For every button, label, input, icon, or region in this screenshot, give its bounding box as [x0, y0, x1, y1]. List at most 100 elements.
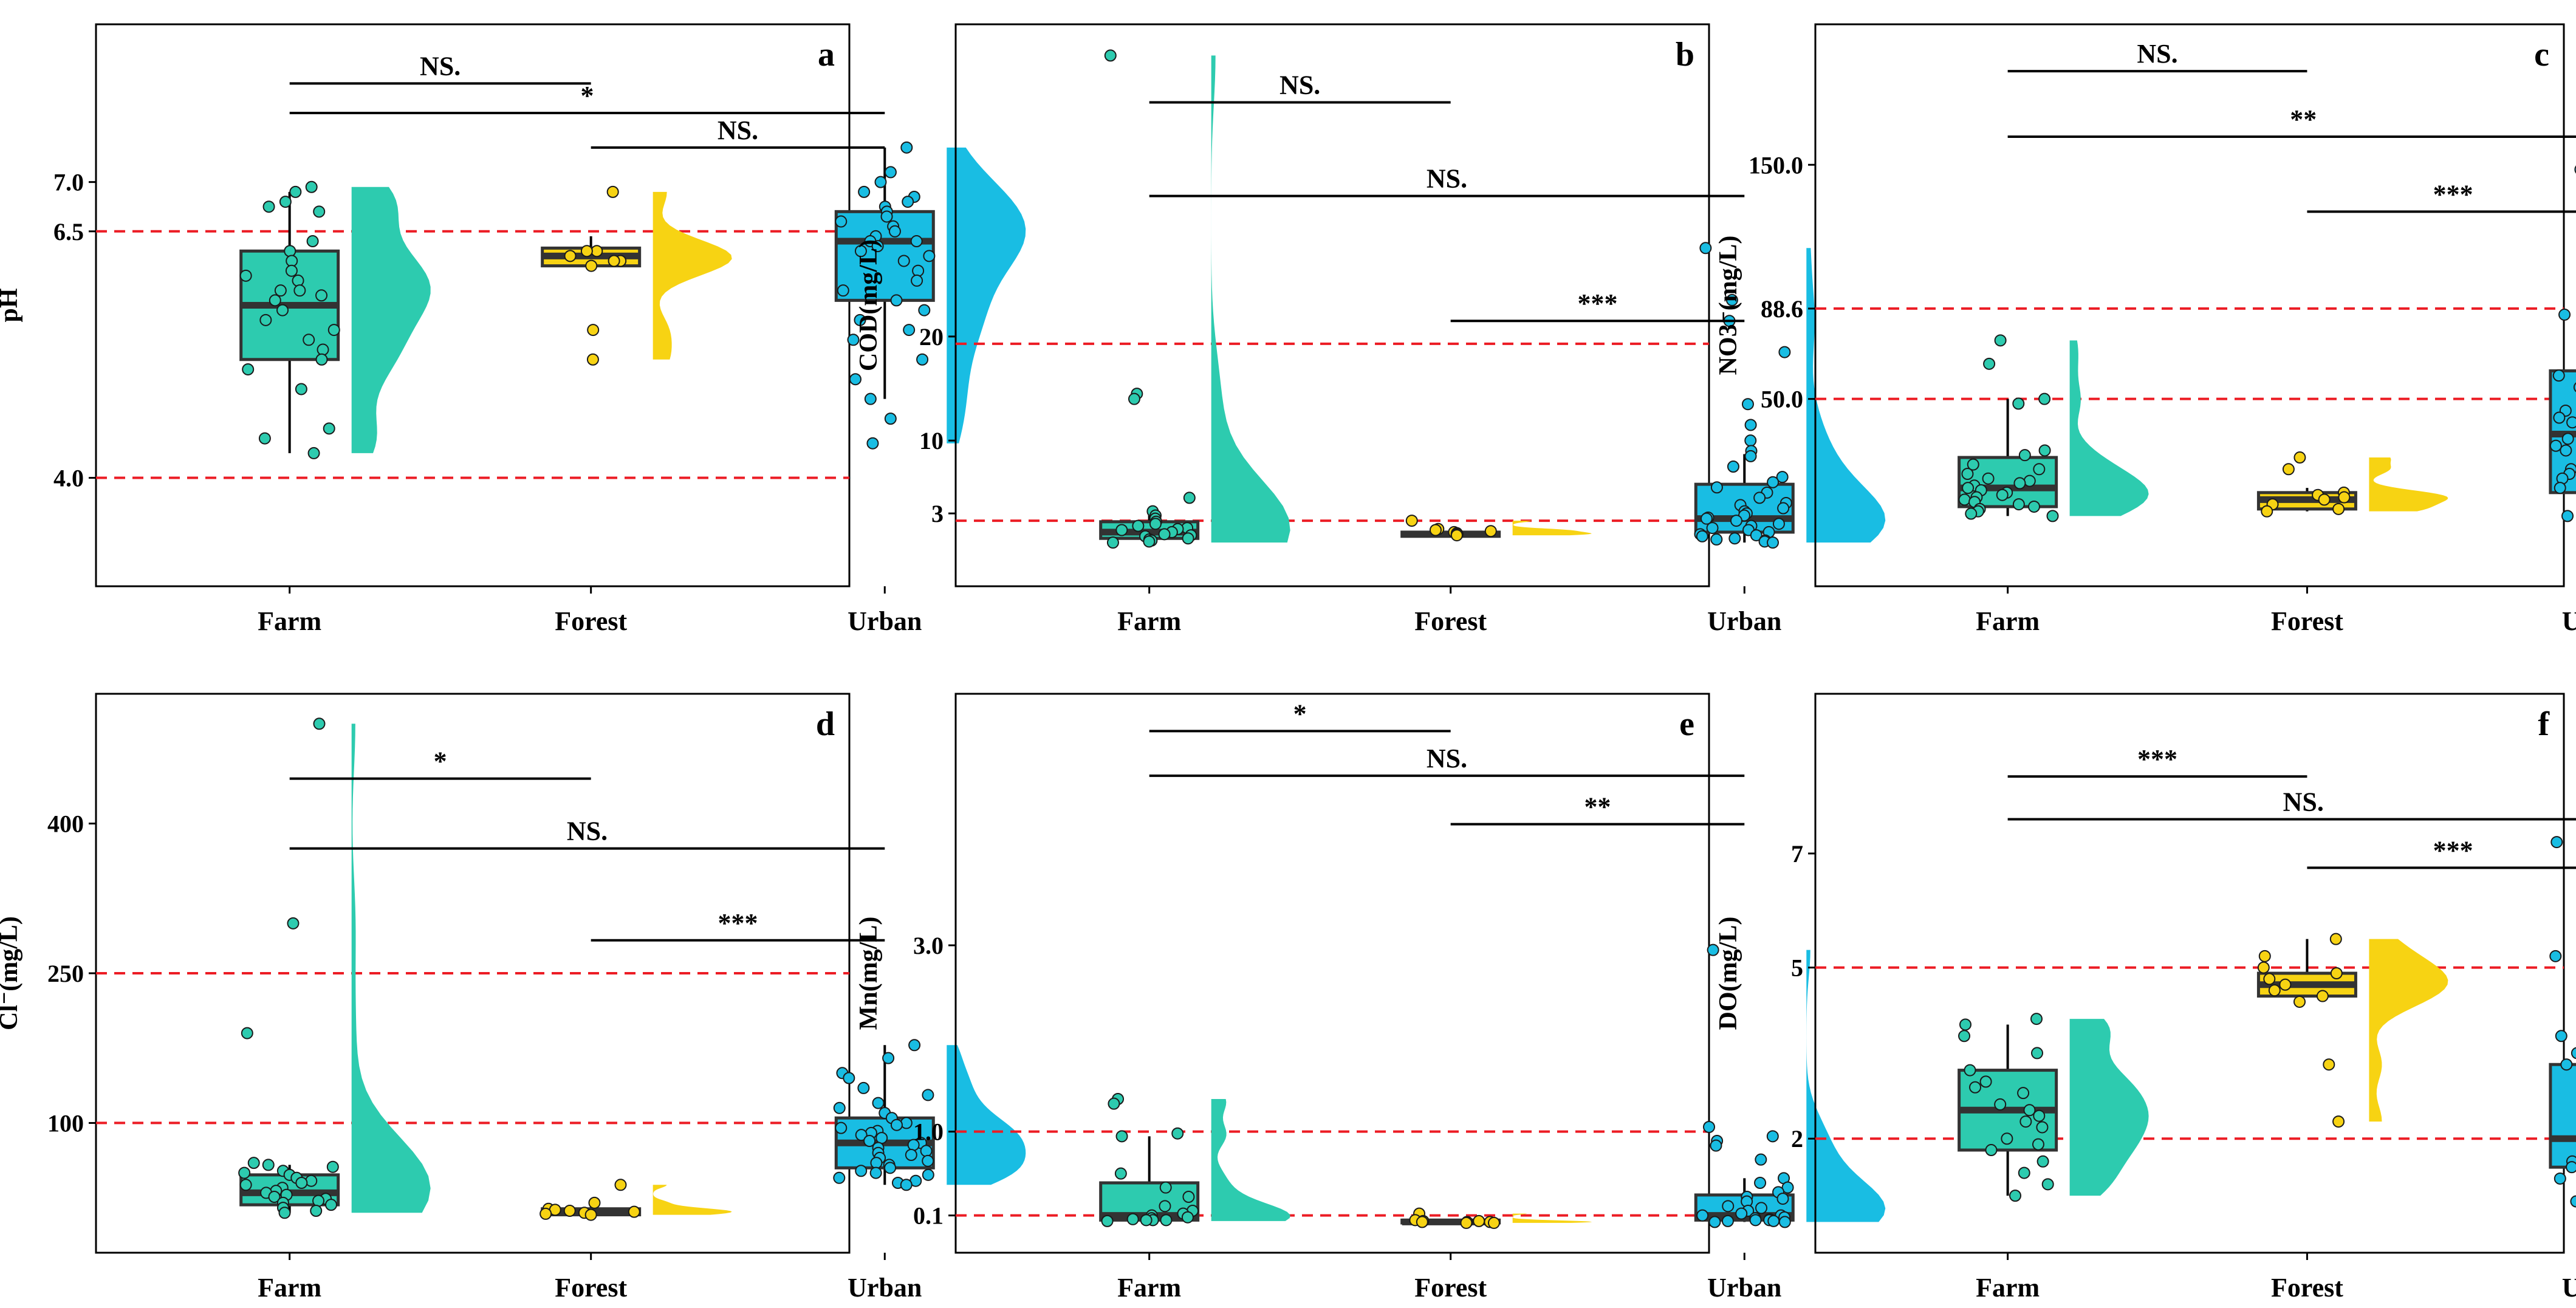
data-point-farm [295, 1177, 308, 1189]
data-point-urban [871, 240, 884, 253]
data-point-forest [588, 1196, 601, 1209]
data-point-forest [1416, 1216, 1428, 1228]
y-tick-label: 50.0 [1761, 386, 1803, 413]
data-point-urban [908, 1039, 921, 1052]
data-point-forest [2258, 950, 2271, 962]
violin-forest [1512, 521, 1592, 536]
data-point-forest [591, 245, 603, 258]
data-point-urban [1777, 502, 1790, 515]
data-point-forest [2338, 491, 2351, 504]
significance-label: * [580, 81, 594, 111]
violin-forest [1512, 1213, 1592, 1223]
data-point-forest [2329, 933, 2342, 945]
violin-farm [1211, 1099, 1290, 1221]
data-point-forest [586, 353, 599, 366]
y-tick-label: 88.6 [1761, 295, 1803, 323]
data-point-farm [292, 274, 304, 287]
significance-label: NS. [1427, 164, 1467, 194]
data-point-urban [923, 250, 936, 262]
data-point-farm [295, 383, 307, 395]
significance-label: *** [2137, 744, 2177, 774]
data-point-farm [276, 304, 289, 317]
data-point-urban [864, 392, 877, 405]
data-point-farm [1969, 1081, 1982, 1094]
data-point-farm [269, 294, 281, 307]
data-point-urban [888, 225, 901, 238]
data-point-urban [1766, 1130, 1779, 1143]
significance-label: *** [2433, 835, 2473, 865]
violin-forest [653, 1185, 732, 1215]
data-point-urban [847, 334, 860, 346]
data-point-farm [1958, 493, 1971, 506]
data-point-urban [1696, 1209, 1709, 1222]
data-point-farm [1115, 1130, 1128, 1143]
data-point-farm [2023, 1104, 2036, 1117]
data-point-forest [628, 1205, 640, 1218]
panel-frame [954, 693, 1710, 1254]
data-point-urban [922, 1089, 934, 1101]
data-point-urban [1781, 1181, 1794, 1194]
panel-letter: e [1679, 705, 1694, 743]
data-point-farm [247, 1157, 260, 1169]
data-point-urban [2560, 1058, 2573, 1071]
data-point-farm [287, 917, 300, 930]
data-point-forest [2332, 1115, 2345, 1128]
data-point-farm [1159, 1181, 1172, 1194]
significance-label: NS. [420, 51, 461, 81]
y-axis-label: DO(mg/L) [1714, 917, 1742, 1030]
panel-letter: c [2534, 36, 2549, 74]
data-point-farm [1965, 507, 1978, 520]
data-point-forest [2282, 463, 2295, 476]
data-point-urban [918, 304, 931, 317]
data-point-farm [285, 264, 298, 277]
data-point-urban [912, 264, 925, 277]
data-point-forest [606, 185, 619, 198]
data-point-farm [1985, 1144, 1998, 1157]
y-tick-label: 5 [1791, 954, 1803, 982]
data-point-forest [564, 250, 577, 262]
violin-urban [947, 1045, 1026, 1185]
data-point-urban [1750, 529, 1762, 542]
violin-farm [351, 724, 431, 1213]
data-point-farm [2038, 392, 2051, 405]
data-point-urban [1707, 943, 1719, 956]
data-point-forest [2293, 995, 2306, 1008]
data-point-urban [855, 1129, 868, 1142]
data-point-urban [866, 437, 879, 450]
y-tick-label: 10 [919, 427, 944, 454]
data-point-farm [241, 1027, 253, 1039]
violin-urban [1806, 248, 1886, 543]
data-point-urban [849, 373, 862, 386]
data-point-urban [2550, 836, 2563, 849]
significance-label: * [434, 747, 447, 776]
data-point-urban [1699, 242, 1712, 255]
data-point-urban [833, 1101, 846, 1114]
data-point-urban [922, 1154, 934, 1167]
data-point-urban [902, 196, 914, 208]
panel-letter: b [1676, 36, 1694, 74]
data-point-forest [2257, 961, 2270, 974]
data-point-urban [1755, 1202, 1768, 1214]
data-point-urban [1778, 346, 1791, 358]
data-point-farm [2012, 397, 2025, 410]
data-point-farm [1994, 334, 2007, 347]
data-point-urban [905, 1149, 917, 1161]
panel-b: 3 10 20 COD(mg/L) b Farm Forest Urban NS. NS. *** [855, 23, 1886, 636]
data-point-forest [2330, 967, 2343, 979]
data-point-urban [843, 1072, 855, 1084]
data-point-farm [2036, 1121, 2049, 1134]
data-point-farm [1158, 528, 1171, 541]
x-tick-label: Urban [2562, 1273, 2576, 1303]
data-point-farm [279, 196, 292, 208]
data-point-farm [305, 180, 318, 193]
data-point-urban [2549, 950, 2562, 962]
panel-d: 100 250 400 Cl⁻(mg/L) d Farm Forest Urban * NS. **… [0, 693, 1026, 1303]
data-point-urban [1744, 434, 1757, 447]
data-point-farm [258, 432, 271, 445]
data-point-urban [858, 185, 871, 198]
data-point-urban [2573, 382, 2576, 392]
box-urban [2549, 1063, 2576, 1169]
data-point-farm [1160, 1214, 1173, 1227]
data-point-farm [1104, 49, 1117, 62]
data-point-farm [2046, 510, 2059, 522]
